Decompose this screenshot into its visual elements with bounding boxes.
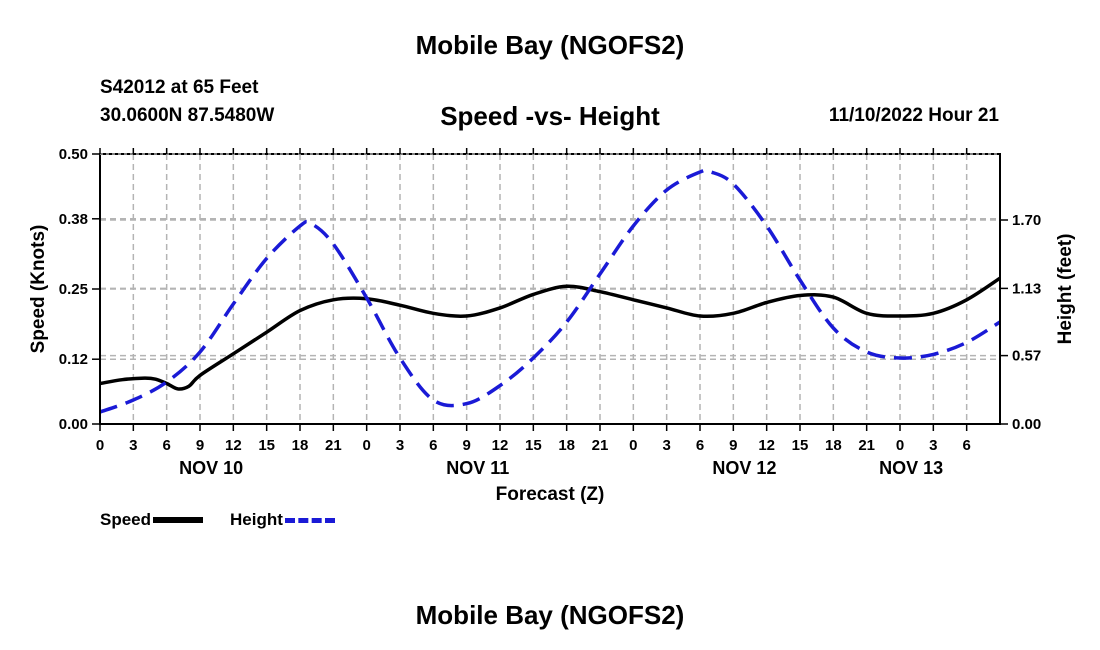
y-tick-label-left: 0.38 — [59, 211, 88, 228]
y-tick-label-left: 0.50 — [59, 146, 88, 163]
x-tick-label: 12 — [758, 437, 775, 454]
grid — [100, 154, 1000, 424]
y-tick-label-right: 1.70 — [1012, 212, 1041, 229]
legend-speed: Speed — [100, 510, 204, 530]
chart-title: Mobile Bay (NGOFS2) — [415, 30, 685, 60]
y-tick-label-left: 0.00 — [59, 416, 88, 433]
y-tick-label-left: 0.25 — [59, 281, 88, 298]
x-tick-label: 0 — [362, 437, 370, 454]
y-axis-title-right: Height (feet) — [1055, 234, 1076, 345]
x-tick-label: 9 — [196, 437, 204, 454]
axes: 0 3 6 9 12 15 18 21 0 3 6 9 12 15 18 21 0 3 6 9 12 15 18 21 0 3 6N… — [28, 146, 1076, 505]
x-tick-label: 3 — [129, 437, 137, 454]
legend-speed-swatch — [153, 517, 204, 523]
x-tick-label: 6 — [429, 437, 437, 454]
series-line-height — [99, 168, 1001, 414]
y-tick-label-left: 0.12 — [59, 351, 88, 368]
x-tick-label: 9 — [729, 437, 737, 454]
chart-subtitle: Speed -vs- Height — [440, 101, 660, 131]
series-layer — [99, 168, 1001, 414]
x-tick-label: 3 — [662, 437, 670, 454]
x-tick-label: 15 — [258, 437, 275, 454]
y-tick-label-right: 0.00 — [1012, 416, 1041, 433]
x-tick-label: 12 — [492, 437, 509, 454]
x-tick-label: 15 — [792, 437, 809, 454]
legend-height-swatch — [284, 517, 335, 523]
x-tick-label: 21 — [858, 437, 875, 454]
x-tick-label: 6 — [162, 437, 170, 454]
x-axis-title: Forecast (Z) — [496, 484, 605, 505]
y-axis-title-left: Speed (Knots) — [28, 225, 49, 354]
x-tick-label: 3 — [929, 437, 937, 454]
x-date-label: NOV 12 — [712, 458, 776, 478]
x-date-label: NOV 13 — [879, 458, 943, 478]
series-line-speed — [99, 276, 1001, 391]
station-label: S42012 at 65 Feet — [100, 77, 259, 98]
x-date-label: NOV 10 — [179, 458, 243, 478]
y-tick-label-right: 0.57 — [1012, 348, 1041, 365]
x-tick-label: 21 — [325, 437, 342, 454]
x-tick-label: 6 — [962, 437, 970, 454]
x-tick-label: 6 — [696, 437, 704, 454]
x-tick-label: 15 — [525, 437, 542, 454]
x-tick-label: 0 — [896, 437, 904, 454]
x-tick-label: 9 — [462, 437, 470, 454]
forecast-datetime: 11/10/2022 Hour 21 — [828, 105, 999, 126]
legend-height-label: Height — [230, 510, 283, 529]
coordinates-label: 30.0600N 87.5480W — [100, 105, 275, 126]
footer-title: Mobile Bay (NGOFS2) — [415, 600, 685, 630]
y-tick-label-right: 1.13 — [1012, 280, 1041, 297]
x-tick-label: 18 — [825, 437, 842, 454]
x-tick-label: 18 — [292, 437, 309, 454]
x-tick-label: 0 — [96, 437, 104, 454]
x-tick-label: 21 — [592, 437, 609, 454]
x-date-label: NOV 11 — [446, 458, 509, 478]
x-tick-label: 0 — [629, 437, 637, 454]
legend-speed-label: Speed — [100, 510, 152, 529]
x-tick-label: 12 — [225, 437, 242, 454]
legend-height: Height — [230, 510, 335, 530]
x-tick-label: 3 — [396, 437, 404, 454]
x-tick-label: 18 — [558, 437, 575, 454]
